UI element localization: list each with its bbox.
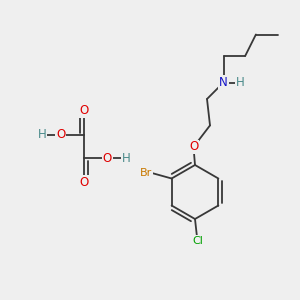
- Text: Br: Br: [140, 167, 152, 178]
- Text: H: H: [38, 128, 46, 142]
- Text: O: O: [56, 128, 65, 142]
- Text: O: O: [189, 140, 198, 154]
- Text: H: H: [122, 152, 130, 165]
- Text: N: N: [219, 76, 228, 89]
- Text: O: O: [80, 104, 88, 118]
- Text: O: O: [80, 176, 88, 189]
- Text: Cl: Cl: [192, 236, 203, 246]
- Text: O: O: [103, 152, 112, 165]
- Text: H: H: [236, 76, 244, 89]
